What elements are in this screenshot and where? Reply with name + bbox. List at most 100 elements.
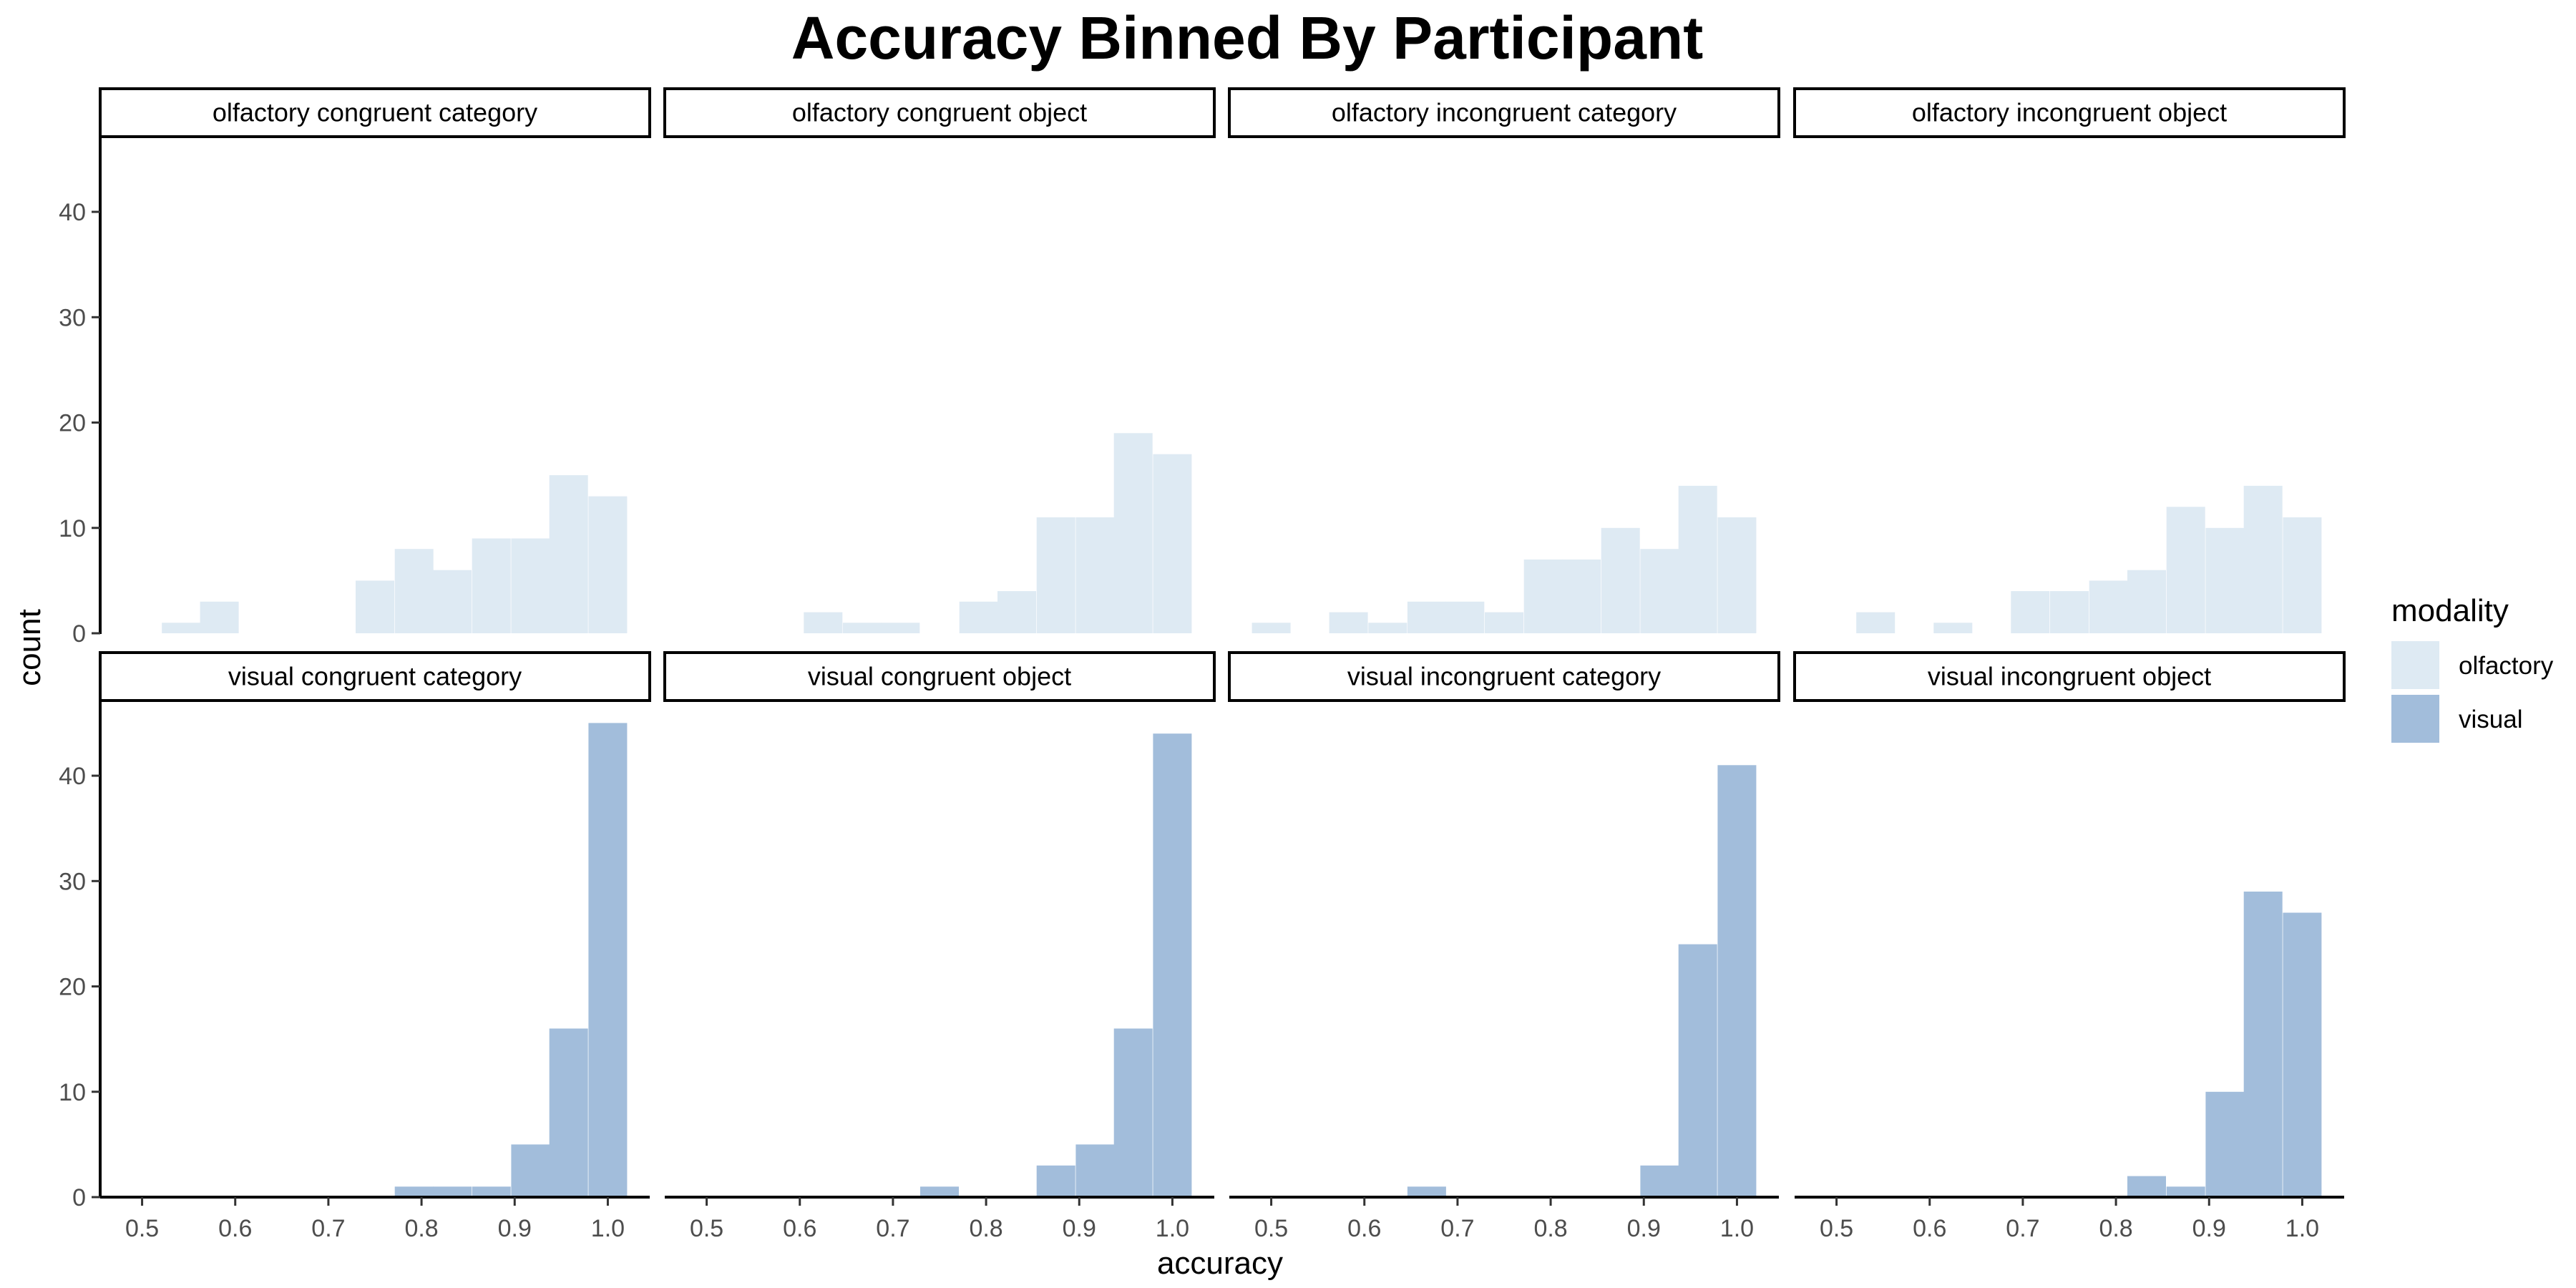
x-tick-label: 0.9 bbox=[2192, 1215, 2226, 1242]
x-tick-label: 1.0 bbox=[2285, 1215, 2319, 1242]
histogram-bar bbox=[1407, 601, 1446, 633]
facet-strip-label: olfactory congruent category bbox=[213, 98, 537, 127]
legend-title: modality bbox=[2391, 593, 2509, 628]
facet-strip bbox=[99, 87, 651, 138]
x-tick-label: 0.5 bbox=[1820, 1215, 1853, 1242]
histogram-bar bbox=[394, 1186, 434, 1197]
histogram-bar bbox=[1856, 612, 1896, 633]
histogram-bar bbox=[1153, 454, 1192, 633]
x-tick-label: 0.9 bbox=[1063, 1215, 1096, 1242]
histogram-bar bbox=[549, 475, 588, 633]
x-tick-label: 0.5 bbox=[1254, 1215, 1288, 1242]
histogram-bar bbox=[2089, 580, 2128, 633]
y-tick-label: 0 bbox=[72, 1184, 86, 1211]
x-tick-label: 0.9 bbox=[1627, 1215, 1661, 1242]
y-tick-label: 0 bbox=[72, 620, 86, 648]
x-tick-label: 0.7 bbox=[2006, 1215, 2039, 1242]
y-tick-label: 30 bbox=[59, 304, 86, 331]
x-tick-label: 0.7 bbox=[311, 1215, 345, 1242]
chart-title: Accuracy Binned By Participant bbox=[791, 4, 1703, 72]
legend-key-visual bbox=[2391, 695, 2439, 743]
y-tick-label: 20 bbox=[59, 410, 86, 437]
y-tick-label: 30 bbox=[59, 868, 86, 895]
y-tick-label: 40 bbox=[59, 763, 86, 790]
histogram-bar bbox=[1113, 433, 1153, 633]
y-axis-title: count bbox=[12, 609, 47, 686]
facet-strip bbox=[1793, 651, 2346, 702]
y-tick-label: 40 bbox=[59, 199, 86, 226]
histogram-bar bbox=[920, 1186, 959, 1197]
histogram-bar bbox=[1485, 612, 1523, 633]
histogram-bar bbox=[511, 538, 550, 633]
histogram-bar bbox=[2205, 1091, 2245, 1197]
histogram-bar bbox=[842, 623, 882, 633]
histogram-bar bbox=[1678, 485, 1717, 633]
histogram-bar bbox=[162, 623, 201, 633]
histogram-bar bbox=[2166, 507, 2205, 633]
x-tick-label: 1.0 bbox=[1156, 1215, 1189, 1242]
x-tick-label: 0.8 bbox=[969, 1215, 1002, 1242]
x-tick-label: 0.7 bbox=[876, 1215, 909, 1242]
histogram-bar bbox=[2050, 591, 2089, 633]
histogram-bar bbox=[511, 1144, 550, 1197]
x-tick-label: 1.0 bbox=[1720, 1215, 1754, 1242]
histogram-bar bbox=[2011, 591, 2050, 633]
facet-strip-label: visual congruent category bbox=[228, 662, 522, 691]
histogram-bar bbox=[1640, 1165, 1679, 1197]
histogram-bar bbox=[1075, 1144, 1115, 1197]
legend-key-olfactory bbox=[2391, 641, 2439, 689]
y-tick-label: 10 bbox=[59, 1079, 86, 1106]
legend-label-olfactory: olfactory bbox=[2459, 652, 2554, 680]
x-axis-title: accuracy bbox=[1157, 1246, 1283, 1281]
x-tick-label: 0.6 bbox=[1913, 1215, 1946, 1242]
x-tick-label: 0.6 bbox=[218, 1215, 252, 1242]
histogram-bar bbox=[1113, 1028, 1153, 1197]
panels-group: olfactory congruent category 0 10 20 30 40 olf… bbox=[59, 87, 2346, 1242]
facet-strip bbox=[1793, 87, 2346, 138]
histogram-bar bbox=[1717, 765, 1757, 1197]
histogram-bar bbox=[356, 580, 394, 633]
histogram-bar bbox=[394, 549, 434, 633]
facet-panel: visual incongruent object 0.5 0.6 0.7 0.8 0.9… bbox=[1793, 651, 2346, 1242]
histogram-bar bbox=[804, 612, 843, 633]
histogram-bar bbox=[1036, 1165, 1075, 1197]
facet-strip-label: visual incongruent category bbox=[1347, 662, 1661, 691]
histogram-bar bbox=[1523, 559, 1563, 633]
facet-panel: visual congruent category 0 10 20 30 40 0.5 0.6… bbox=[59, 651, 651, 1242]
histogram-bar bbox=[433, 1186, 472, 1197]
facet-strip-label: visual congruent object bbox=[808, 662, 1071, 691]
histogram-bar bbox=[1075, 517, 1115, 633]
facet-strip-label: visual incongruent object bbox=[1928, 662, 2211, 691]
histogram-bar bbox=[1678, 944, 1717, 1197]
histogram-bar bbox=[1933, 623, 1973, 633]
histogram-bar bbox=[588, 723, 628, 1197]
histogram-bar bbox=[1036, 517, 1075, 633]
histogram-bar bbox=[1368, 623, 1407, 633]
histogram-bar bbox=[1252, 623, 1291, 633]
histogram-bar bbox=[1601, 527, 1640, 633]
x-tick-label: 0.9 bbox=[498, 1215, 532, 1242]
histogram-bar bbox=[881, 623, 920, 633]
x-tick-label: 0.7 bbox=[1440, 1215, 1474, 1242]
histogram-bar bbox=[1640, 549, 1679, 633]
histogram-bar bbox=[2127, 570, 2166, 633]
facet-strip bbox=[1228, 87, 1780, 138]
histogram-bar bbox=[959, 601, 998, 633]
histogram-bar bbox=[472, 538, 511, 633]
x-tick-label: 0.8 bbox=[2099, 1215, 2132, 1242]
x-tick-label: 0.6 bbox=[783, 1215, 816, 1242]
x-tick-label: 0.8 bbox=[1533, 1215, 1567, 1242]
histogram-bar bbox=[1329, 612, 1368, 633]
x-tick-label: 0.5 bbox=[690, 1215, 723, 1242]
y-tick-label: 20 bbox=[59, 974, 86, 1001]
facet-strip bbox=[1228, 651, 1780, 702]
facet-strip bbox=[663, 87, 1216, 138]
histogram-bar bbox=[2243, 485, 2283, 633]
legend: modality olfactory visual bbox=[2391, 593, 2554, 743]
facet-strip bbox=[663, 651, 1216, 702]
facet-panel: olfactory incongruent category bbox=[1228, 87, 1780, 633]
histogram-bar bbox=[2283, 912, 2322, 1197]
y-tick-label: 10 bbox=[59, 515, 86, 542]
histogram-bar bbox=[1407, 1186, 1446, 1197]
histogram-bar bbox=[2243, 892, 2283, 1197]
